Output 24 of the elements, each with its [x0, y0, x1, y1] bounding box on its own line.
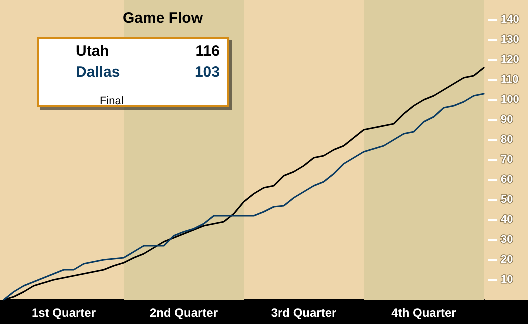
y-tick-label: 140 — [501, 14, 520, 26]
y-tick-label: 30 — [501, 234, 514, 246]
y-tick-label: 40 — [501, 214, 514, 226]
y-tick-label: 100 — [501, 94, 520, 106]
text: Game Flow — [123, 10, 204, 27]
x-tick-label: 4th Quarter — [392, 306, 457, 320]
y-tick-label: 70 — [501, 154, 514, 166]
y-tick-label: 90 — [501, 114, 514, 126]
annotation: 103 — [194, 64, 220, 81]
y-tick-label: 10 — [501, 274, 514, 286]
x-tick-label: 3rd Quarter — [271, 306, 338, 320]
annotation: 116 — [196, 43, 220, 60]
y-tick-label: 120 — [501, 54, 520, 66]
y-tick-label: 130 — [501, 34, 520, 46]
y-tick-label: 80 — [501, 134, 514, 146]
text: Utah — [76, 43, 110, 60]
y-tick-label: 20 — [501, 254, 514, 266]
y-tick-label: 110 — [501, 74, 519, 86]
x-tick-label: 1st Quarter — [32, 306, 96, 320]
y-tick-label: 60 — [501, 174, 514, 186]
x-tick-label: 2nd Quarter — [150, 306, 218, 320]
annotation: Final — [100, 96, 124, 108]
text: Dallas — [76, 64, 120, 81]
y-tick-label: 50 — [501, 194, 514, 206]
